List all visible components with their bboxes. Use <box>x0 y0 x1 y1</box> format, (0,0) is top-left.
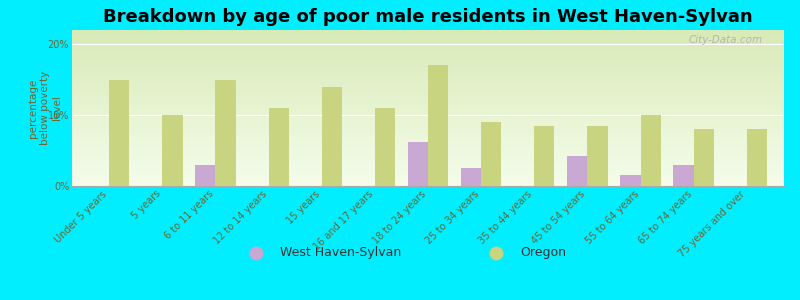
Bar <box>322 87 342 186</box>
Bar <box>269 108 289 186</box>
Bar <box>481 122 502 186</box>
Y-axis label: percentage
below poverty
level: percentage below poverty level <box>28 71 62 145</box>
Bar <box>408 142 428 186</box>
Bar <box>694 129 714 186</box>
Text: City-Data.com: City-Data.com <box>689 35 762 45</box>
Text: Oregon: Oregon <box>520 246 566 259</box>
Bar <box>567 156 587 186</box>
Bar <box>162 115 182 186</box>
Bar <box>620 176 641 186</box>
Bar <box>641 115 661 186</box>
Bar <box>587 126 607 186</box>
Bar <box>747 129 767 186</box>
Bar <box>461 168 481 186</box>
Bar <box>428 65 448 186</box>
Bar <box>215 80 236 186</box>
Bar <box>674 165 694 186</box>
Title: Breakdown by age of poor male residents in West Haven-Sylvan: Breakdown by age of poor male residents … <box>103 8 753 26</box>
Text: West Haven-Sylvan: West Haven-Sylvan <box>280 246 402 259</box>
Bar <box>534 126 554 186</box>
Bar <box>195 165 215 186</box>
Bar <box>375 108 395 186</box>
Bar <box>109 80 130 186</box>
